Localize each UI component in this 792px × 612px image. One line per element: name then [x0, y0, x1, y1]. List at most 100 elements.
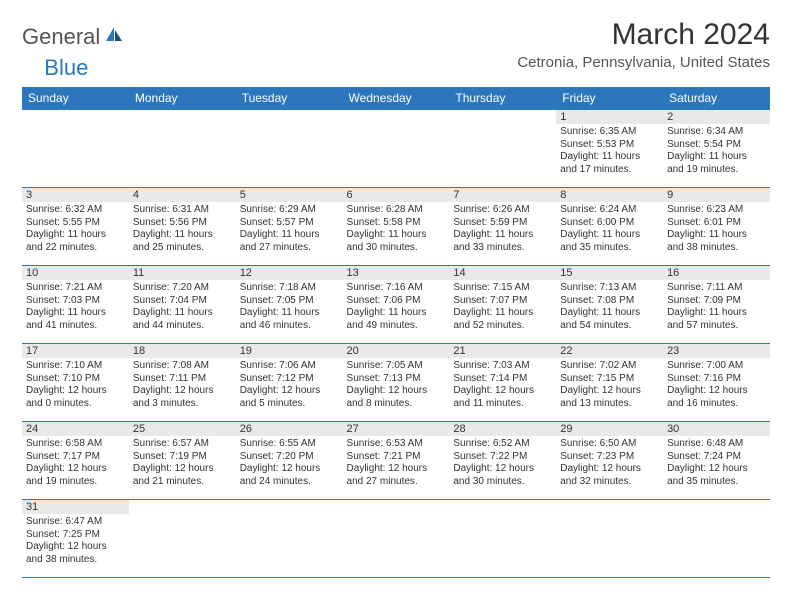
day-cell: 8Sunrise: 6:24 AMSunset: 6:00 PMDaylight…	[556, 188, 663, 266]
day-number: 20	[343, 344, 450, 358]
sunset: Sunset: 7:16 PM	[667, 373, 766, 386]
daylight: Daylight: 12 hours and 35 minutes.	[667, 463, 766, 488]
week-row: 1Sunrise: 6:35 AMSunset: 5:53 PMDaylight…	[22, 110, 770, 188]
daylight: Daylight: 12 hours and 13 minutes.	[560, 385, 659, 410]
empty-cell	[22, 110, 129, 188]
day-header-row: Sunday Monday Tuesday Wednesday Thursday…	[22, 87, 770, 110]
sunset: Sunset: 5:58 PM	[347, 217, 446, 230]
sunrise: Sunrise: 6:32 AM	[26, 204, 125, 217]
day-body: Sunrise: 6:50 AMSunset: 7:23 PMDaylight:…	[556, 436, 663, 490]
day-body: Sunrise: 7:18 AMSunset: 7:05 PMDaylight:…	[236, 280, 343, 334]
day-cell: 10Sunrise: 7:21 AMSunset: 7:03 PMDayligh…	[22, 266, 129, 344]
daylight: Daylight: 11 hours and 30 minutes.	[347, 229, 446, 254]
dayhead-wed: Wednesday	[343, 87, 450, 110]
daylight: Daylight: 11 hours and 54 minutes.	[560, 307, 659, 332]
daylight: Daylight: 12 hours and 27 minutes.	[347, 463, 446, 488]
day-body: Sunrise: 7:03 AMSunset: 7:14 PMDaylight:…	[449, 358, 556, 412]
empty-cell	[343, 500, 450, 578]
sunset: Sunset: 7:24 PM	[667, 451, 766, 464]
sunset: Sunset: 7:12 PM	[240, 373, 339, 386]
week-row: 24 Sunrise: 6:58 AMSunset: 7:17 PM Dayligh…	[22, 422, 770, 500]
day-body: Sunrise: 6:52 AMSunset: 7:22 PMDaylight:…	[449, 436, 556, 490]
day-body: Sunrise: 6:32 AMSunset: 5:55 PMDaylight:…	[22, 202, 129, 256]
day-number: 10	[22, 266, 129, 280]
day-number: 13	[343, 266, 450, 280]
sunrise: Sunrise: 7:06 AM	[240, 360, 339, 373]
day-number: 29	[556, 422, 663, 436]
sunrise: Sunrise: 7:21 AM	[26, 282, 125, 295]
day-number: 31	[22, 500, 129, 514]
day-body: Sunrise: 6:57 AMSunset: 7:19 PMDaylight:…	[129, 436, 236, 490]
location: Cetronia, Pennsylvania, United States	[517, 54, 770, 71]
sunset: Sunset: 7:25 PM	[26, 529, 125, 542]
daylight: Daylight: 11 hours and 49 minutes.	[347, 307, 446, 332]
week-row: 10Sunrise: 7:21 AMSunset: 7:03 PMDayligh…	[22, 266, 770, 344]
daylight: Daylight: 11 hours and 25 minutes.	[133, 229, 232, 254]
sunrise: Sunrise: 6:24 AM	[560, 204, 659, 217]
daylight: Daylight: 12 hours and 24 minutes.	[240, 463, 339, 488]
sunset: Sunset: 7:21 PM	[347, 451, 446, 464]
sunset: Sunset: 6:01 PM	[667, 217, 766, 230]
daylight: Daylight: 11 hours and 52 minutes.	[453, 307, 552, 332]
day-number: 3	[22, 188, 129, 202]
daylight: Daylight: 11 hours and 17 minutes.	[560, 151, 659, 176]
title-block: March 2024 Cetronia, Pennsylvania, Unite…	[517, 18, 770, 71]
day-cell: 29Sunrise: 6:50 AMSunset: 7:23 PMDayligh…	[556, 422, 663, 500]
day-body: Sunrise: 6:29 AMSunset: 5:57 PMDaylight:…	[236, 202, 343, 256]
sunrise: Sunrise: 7:18 AM	[240, 282, 339, 295]
daylight: Daylight: 11 hours and 44 minutes.	[133, 307, 232, 332]
day-cell: 22Sunrise: 7:02 AMSunset: 7:15 PMDayligh…	[556, 344, 663, 422]
daylight: Daylight: 11 hours and 41 minutes.	[26, 307, 125, 332]
daylight: Daylight: 12 hours and 32 minutes.	[560, 463, 659, 488]
sunrise: Sunrise: 7:20 AM	[133, 282, 232, 295]
sunset: Sunset: 5:56 PM	[133, 217, 232, 230]
day-body: Sunrise: 7:15 AMSunset: 7:07 PMDaylight:…	[449, 280, 556, 334]
sunrise: Sunrise: 6:52 AM	[453, 438, 552, 451]
day-number: 25	[129, 422, 236, 436]
daylight: Daylight: 11 hours and 22 minutes.	[26, 229, 125, 254]
sunrise: Sunrise: 7:08 AM	[133, 360, 232, 373]
day-number: 18	[129, 344, 236, 358]
day-body: Sunrise: 6:35 AMSunset: 5:53 PMDaylight:…	[556, 124, 663, 178]
empty-cell	[663, 500, 770, 578]
calendar-table: Sunday Monday Tuesday Wednesday Thursday…	[22, 87, 770, 578]
sunrise: Sunrise: 6:57 AM	[133, 438, 232, 451]
day-body: Sunrise: 6:47 AMSunset: 7:25 PMDaylight:…	[22, 514, 129, 568]
day-number: 2	[663, 110, 770, 124]
sunrise: Sunrise: 6:34 AM	[667, 126, 766, 139]
sunset: Sunset: 7:22 PM	[453, 451, 552, 464]
day-body: Sunrise: 7:05 AMSunset: 7:13 PMDaylight:…	[343, 358, 450, 412]
day-number: 24	[22, 422, 129, 436]
dayhead-thu: Thursday	[449, 87, 556, 110]
sunrise: Sunrise: 7:11 AM	[667, 282, 766, 295]
day-cell: 31Sunrise: 6:47 AMSunset: 7:25 PMDayligh…	[22, 500, 129, 578]
empty-cell	[449, 110, 556, 188]
day-number: 1	[556, 110, 663, 124]
sunrise: Sunrise: 6:35 AM	[560, 126, 659, 139]
day-body: Sunrise: 6:53 AMSunset: 7:21 PMDaylight:…	[343, 436, 450, 490]
sunrise: Sunrise: 6:58 AM	[26, 438, 125, 451]
daylight: Daylight: 11 hours and 46 minutes.	[240, 307, 339, 332]
sunrise: Sunrise: 6:26 AM	[453, 204, 552, 217]
day-cell: 24Sunrise: 6:58 AMSunset: 7:17 PMDayligh…	[22, 422, 129, 500]
sunset: Sunset: 7:07 PM	[453, 295, 552, 308]
day-body: Sunrise: 7:21 AMSunset: 7:03 PMDaylight:…	[22, 280, 129, 334]
sunset: Sunset: 7:10 PM	[26, 373, 125, 386]
sunset: Sunset: 5:57 PM	[240, 217, 339, 230]
dayhead-mon: Monday	[129, 87, 236, 110]
daylight: Daylight: 11 hours and 38 minutes.	[667, 229, 766, 254]
day-cell: 18Sunrise: 7:08 AMSunset: 7:11 PMDayligh…	[129, 344, 236, 422]
logo: General	[22, 24, 126, 50]
sunset: Sunset: 7:17 PM	[26, 451, 125, 464]
sunset: Sunset: 7:11 PM	[133, 373, 232, 386]
day-body: Sunrise: 7:16 AMSunset: 7:06 PMDaylight:…	[343, 280, 450, 334]
day-cell: 21Sunrise: 7:03 AMSunset: 7:14 PMDayligh…	[449, 344, 556, 422]
sunrise: Sunrise: 6:48 AM	[667, 438, 766, 451]
sunset: Sunset: 7:13 PM	[347, 373, 446, 386]
day-cell: 6Sunrise: 6:28 AMSunset: 5:58 PMDaylight…	[343, 188, 450, 266]
sunset: Sunset: 6:00 PM	[560, 217, 659, 230]
empty-cell	[129, 110, 236, 188]
day-number: 11	[129, 266, 236, 280]
day-body: Sunrise: 7:13 AMSunset: 7:08 PMDaylight:…	[556, 280, 663, 334]
day-cell: 11Sunrise: 7:20 AMSunset: 7:04 PMDayligh…	[129, 266, 236, 344]
